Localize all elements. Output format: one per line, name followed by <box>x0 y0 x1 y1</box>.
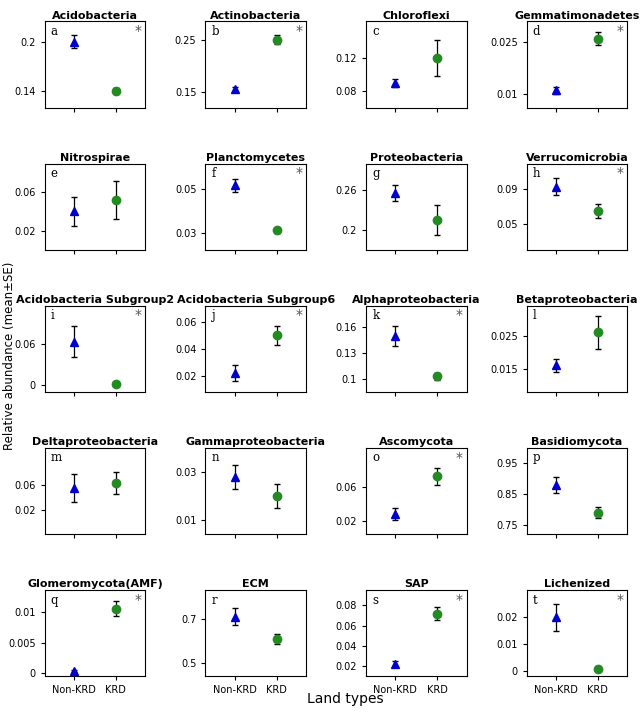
Text: n: n <box>211 451 219 464</box>
Text: g: g <box>372 167 380 180</box>
Title: Acidobacteria Subgroup6: Acidobacteria Subgroup6 <box>177 295 335 305</box>
Text: *: * <box>617 593 623 607</box>
Text: c: c <box>372 25 379 38</box>
Text: i: i <box>51 309 54 323</box>
Text: j: j <box>211 309 215 323</box>
Text: *: * <box>617 166 623 180</box>
Text: t: t <box>533 594 538 607</box>
Title: Glomeromycota(AMF): Glomeromycota(AMF) <box>27 580 163 590</box>
Text: *: * <box>617 24 623 38</box>
Text: l: l <box>533 309 536 323</box>
Title: Verrucomicrobia: Verrucomicrobia <box>525 153 628 163</box>
Text: p: p <box>533 451 540 464</box>
Text: f: f <box>211 167 216 180</box>
Title: Ascomycota: Ascomycota <box>379 437 454 447</box>
Text: *: * <box>456 593 463 607</box>
Title: Gemmatimonadetes: Gemmatimonadetes <box>515 11 640 21</box>
Text: k: k <box>372 309 380 323</box>
Text: h: h <box>533 167 540 180</box>
Title: Chloroflexi: Chloroflexi <box>383 11 450 21</box>
Text: *: * <box>134 308 141 323</box>
Text: *: * <box>295 24 302 38</box>
Text: Land types: Land types <box>307 692 384 706</box>
Title: ECM: ECM <box>243 580 269 590</box>
Text: q: q <box>51 594 58 607</box>
Title: Alphaproteobacteria: Alphaproteobacteria <box>352 295 481 305</box>
Text: r: r <box>211 594 217 607</box>
Title: Acidobacteria: Acidobacteria <box>52 11 138 21</box>
Title: SAP: SAP <box>404 580 429 590</box>
Title: Betaproteobacteria: Betaproteobacteria <box>516 295 637 305</box>
Text: *: * <box>456 308 463 323</box>
Text: s: s <box>372 594 378 607</box>
Text: e: e <box>51 167 58 180</box>
Title: Gammaproteobacteria: Gammaproteobacteria <box>186 437 326 447</box>
Title: Nitrospirae: Nitrospirae <box>60 153 130 163</box>
Title: Proteobacteria: Proteobacteria <box>370 153 463 163</box>
Title: Basidiomycota: Basidiomycota <box>531 437 623 447</box>
Title: Deltaproteobacteria: Deltaproteobacteria <box>32 437 158 447</box>
Title: Actinobacteria: Actinobacteria <box>210 11 301 21</box>
Text: d: d <box>533 25 540 38</box>
Text: *: * <box>134 593 141 607</box>
Text: *: * <box>295 166 302 180</box>
Text: *: * <box>456 451 463 465</box>
Text: Relative abundance (mean±SE): Relative abundance (mean±SE) <box>3 262 16 450</box>
Text: b: b <box>211 25 219 38</box>
Text: *: * <box>134 24 141 38</box>
Text: a: a <box>51 25 58 38</box>
Title: Acidobacteria Subgroup2: Acidobacteria Subgroup2 <box>16 295 174 305</box>
Title: Planctomycetes: Planctomycetes <box>206 153 305 163</box>
Text: o: o <box>372 451 380 464</box>
Text: *: * <box>295 308 302 323</box>
Text: m: m <box>51 451 62 464</box>
Title: Lichenized: Lichenized <box>544 580 610 590</box>
